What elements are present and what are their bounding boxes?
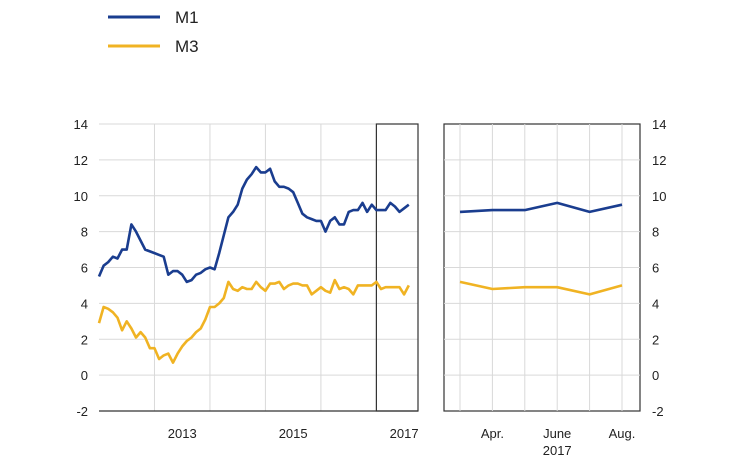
left-y-tick-label: 6	[81, 261, 88, 276]
left-x-tick-label: 2017	[390, 426, 419, 441]
left-y-tick-label: 2	[81, 332, 88, 347]
left-y-tick-label: 8	[81, 225, 88, 240]
right-y-tick-label: 6	[652, 261, 659, 276]
right-y-tick-label: 0	[652, 368, 659, 383]
right-series-line-m3	[459, 280, 623, 296]
right-series-line-m1	[459, 201, 623, 214]
left-y-tick-label: 14	[74, 117, 88, 132]
right-x-tick-label: Apr.	[481, 426, 504, 441]
right-y-tick-label: 12	[652, 153, 666, 168]
right-y-tick-label: 8	[652, 225, 659, 240]
left-x-tick-label: 2015	[279, 426, 308, 441]
right-y-tick-label: 14	[652, 117, 666, 132]
left-x-tick-labels: 2013 2015 2017	[168, 426, 419, 441]
zoom-year-label: 2017	[543, 443, 572, 458]
left-y-tick-label: 4	[81, 296, 88, 311]
legend-label-m3: M3	[175, 37, 199, 56]
left-gridlines	[99, 123, 418, 411]
left-y-tick-label: 12	[74, 153, 88, 168]
left-series-lines	[97, 165, 410, 364]
legend-label-m1: M1	[175, 8, 199, 27]
right-x-tick-label: Aug.	[609, 426, 636, 441]
right-series-lines	[459, 201, 623, 296]
right-x-tick-label: June	[543, 426, 571, 441]
legend: M1 M3	[108, 8, 199, 56]
left-y-tick-labels: -2 0 2 4 6 8 10 12 14	[74, 117, 88, 419]
right-gridlines	[444, 124, 640, 411]
right-y-tick-labels: -2 0 2 4 6 8 10 12 14	[652, 117, 666, 419]
right-y-tick-label: 10	[652, 189, 666, 204]
left-x-tick-label: 2013	[168, 426, 197, 441]
left-series-line-m3	[97, 278, 410, 364]
right-y-tick-label: 4	[652, 296, 659, 311]
zoom-panel-2017: -2 0 2 4 6 8 10 12 14 Apr. June Aug. 2017	[443, 117, 666, 458]
left-series-line-m1	[97, 165, 410, 284]
long-run-panel: -2 0 2 4 6 8 10 12 14 2013 2015 2017	[74, 117, 419, 441]
left-y-tick-label: -2	[76, 404, 88, 419]
left-y-tick-label: 10	[74, 189, 88, 204]
left-y-tick-label: 0	[81, 368, 88, 383]
right-y-tick-label: -2	[652, 404, 664, 419]
right-x-tick-labels: Apr. June Aug.	[481, 426, 636, 441]
right-y-tick-label: 2	[652, 332, 659, 347]
